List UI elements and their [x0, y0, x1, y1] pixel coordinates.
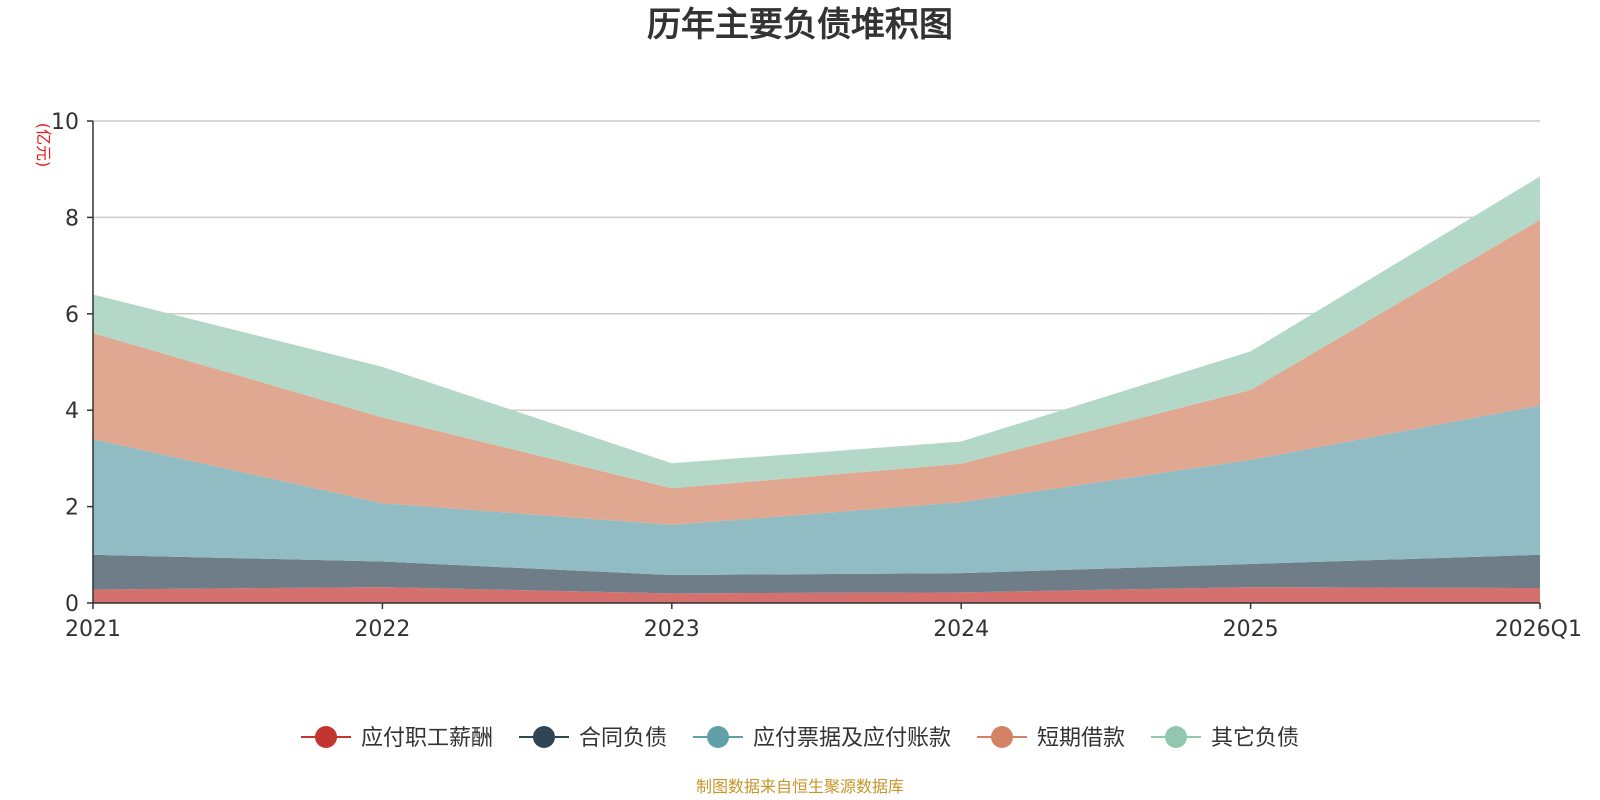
- legend-label: 应付票据及应付账款: [753, 726, 951, 751]
- y-tick-label: 6: [65, 303, 79, 328]
- y-tick-label: 4: [65, 399, 79, 424]
- legend-label: 其它负债: [1211, 726, 1299, 751]
- legend-circle-icon: [315, 726, 337, 748]
- x-tick-label: 2023: [644, 617, 700, 642]
- x-tick-label: 2021: [65, 617, 121, 642]
- area-series: [93, 176, 1540, 603]
- legend-circle-icon: [533, 726, 555, 748]
- y-axis-unit-label: (亿元): [34, 123, 53, 168]
- y-tick-label: 8: [65, 206, 79, 231]
- legend-circle-icon: [1165, 726, 1187, 748]
- area-其它负债: [93, 176, 1540, 489]
- legend-circle-icon: [707, 726, 729, 748]
- y-tick-label: 10: [51, 110, 79, 135]
- y-tick-label: 2: [65, 496, 79, 521]
- x-tick-label: 2022: [354, 617, 410, 642]
- legend-circle-icon: [991, 726, 1013, 748]
- area-合同负债: [93, 554, 1540, 594]
- legend-label: 短期借款: [1037, 726, 1125, 751]
- x-tick-label: 2026Q1: [1495, 617, 1582, 642]
- chart-title: 历年主要负债堆积图: [647, 5, 953, 45]
- legend-item-其它负债[interactable]: 其它负债: [1151, 726, 1299, 751]
- legend-label: 应付职工薪酬: [361, 726, 493, 751]
- area-短期借款: [93, 219, 1540, 525]
- legend-item-合同负债[interactable]: 合同负债: [519, 726, 667, 751]
- legend-item-短期借款[interactable]: 短期借款: [977, 726, 1125, 751]
- area-应付职工薪酬: [93, 587, 1540, 603]
- x-tick-label: 2024: [933, 617, 989, 642]
- legend-item-应付票据及应付账款[interactable]: 应付票据及应付账款: [693, 726, 951, 751]
- area-应付票据及应付账款: [93, 405, 1540, 576]
- data-source-note: 制图数据来自恒生聚源数据库: [696, 777, 904, 796]
- x-tick-label: 2025: [1223, 617, 1279, 642]
- legend-label: 合同负债: [579, 726, 667, 751]
- legend: 应付职工薪酬 合同负债 应付票据及应付账款 短期借款 其它负债: [301, 726, 1299, 751]
- y-tick-label: 0: [65, 592, 79, 617]
- legend-item-应付职工薪酬[interactable]: 应付职工薪酬: [301, 726, 493, 751]
- axes: 0 2 4 6 8 10 2021 2022 2023 2024 2025 2026Q1: [51, 110, 1582, 642]
